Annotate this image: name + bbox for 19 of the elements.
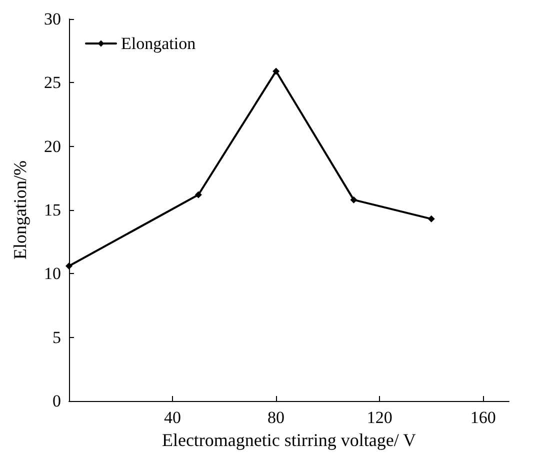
y-tick-label: 20: [44, 136, 61, 156]
point: [272, 68, 280, 75]
legend-label: Elongation: [121, 34, 196, 53]
y-tick-label: 30: [44, 10, 61, 28]
x-tick-label: 160: [470, 408, 496, 427]
x-tick-label: 40: [164, 408, 182, 427]
point: [66, 262, 72, 270]
y-tick-label: 25: [44, 73, 61, 92]
y-tick-label: 15: [44, 200, 61, 220]
y-tick-label: 5: [52, 328, 61, 347]
point: [350, 196, 358, 204]
y-tick-label: 0: [52, 392, 61, 410]
point: [428, 215, 435, 222]
y-tick-label: 10: [44, 264, 61, 284]
point: [194, 191, 202, 198]
x-tick-label: 120: [366, 408, 392, 427]
x-tick-label: 80: [268, 408, 285, 427]
y-axis-title: Elongation/%: [10, 160, 30, 260]
x-axis-title: Electromagnetic stirring voltage/ V: [162, 430, 416, 450]
